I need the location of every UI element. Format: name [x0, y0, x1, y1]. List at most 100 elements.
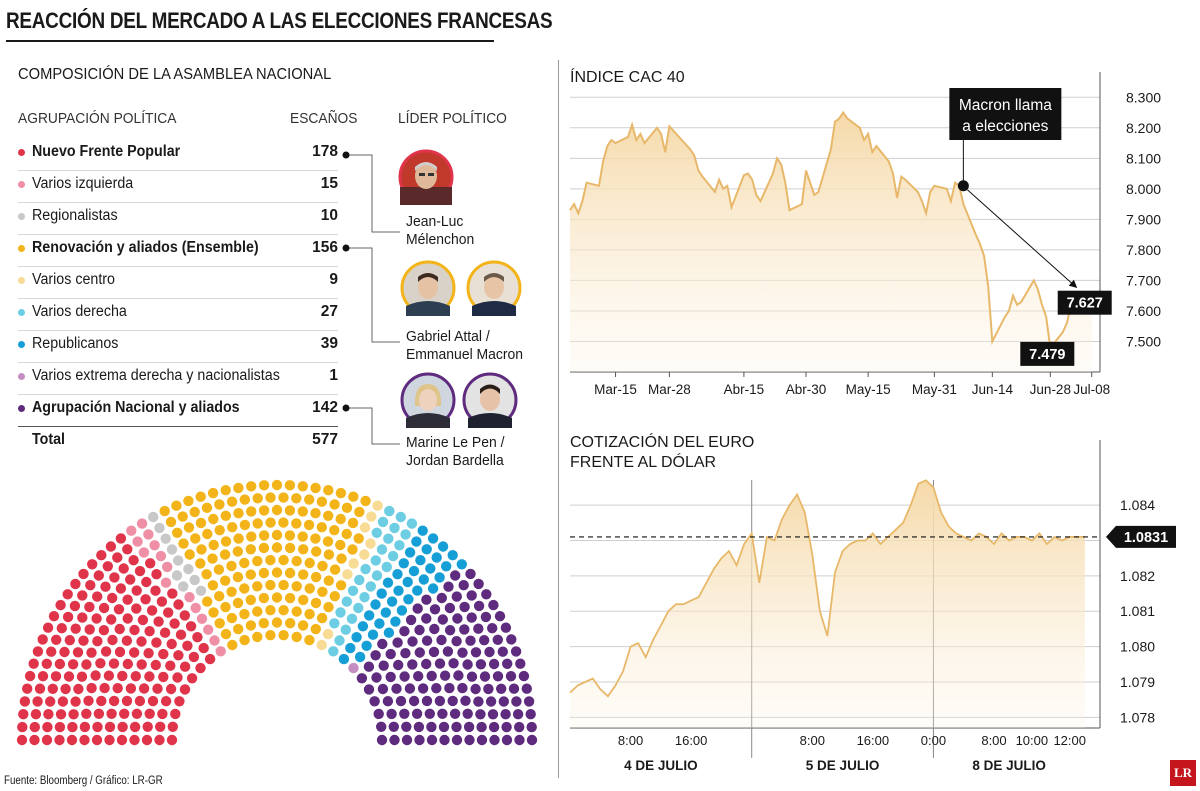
seat-dot	[158, 671, 169, 683]
seat-dot	[159, 505, 170, 517]
eurusd-reference-label: 1.0831	[1124, 530, 1168, 546]
seat-dot	[382, 577, 394, 588]
seat-dot	[421, 695, 433, 707]
seat-dot	[346, 613, 358, 624]
seat-dot	[150, 659, 161, 671]
seat-dot	[114, 646, 126, 658]
seat-dot	[98, 602, 110, 614]
seat-dot	[291, 493, 302, 504]
seat-dot	[479, 671, 491, 682]
seat-dot	[395, 511, 406, 523]
seat-dot	[297, 531, 308, 542]
seat-dot	[377, 683, 389, 695]
seat-dot	[112, 683, 123, 694]
seat-dot	[16, 734, 28, 746]
seat-dot	[154, 734, 165, 746]
seat-dot	[488, 721, 500, 733]
seat-dot	[207, 580, 219, 591]
seat-dot	[149, 540, 160, 551]
seat-dot	[322, 536, 334, 547]
seat-dot	[252, 518, 263, 529]
cac40-x-tick: Mar-15	[594, 382, 637, 397]
seat-dot	[163, 607, 174, 618]
seat-dot	[271, 479, 283, 491]
seat-dot	[297, 481, 308, 492]
seat-dot	[310, 508, 321, 519]
eurusd-time-tick: 10:00	[1016, 733, 1049, 748]
seat-dot	[367, 629, 379, 640]
seat-dot	[508, 683, 520, 694]
cac40-x-tick: Jun-28	[1030, 382, 1071, 397]
seat-dot	[18, 709, 29, 720]
seat-dot	[526, 734, 538, 746]
seat-dot	[252, 631, 263, 643]
seat-dot	[258, 480, 270, 491]
cac40-last-label-box	[1057, 290, 1112, 315]
col-head-seats: ESCAÑOS	[290, 110, 358, 127]
seat-dot	[157, 708, 168, 720]
seat-dot	[76, 671, 88, 682]
seat-dot	[85, 580, 96, 591]
seat-dot	[391, 683, 402, 694]
seat-dot	[113, 604, 125, 615]
seat-dot	[129, 624, 140, 636]
seat-dot	[190, 602, 201, 614]
seat-dot	[160, 577, 172, 588]
seat-dot	[84, 624, 95, 635]
seat-dot	[143, 648, 154, 659]
seat-dot	[304, 634, 315, 646]
total-seats: 577	[312, 431, 338, 448]
party-seats: 9	[329, 271, 338, 288]
seat-dot	[336, 553, 347, 564]
seat-dot	[95, 658, 106, 669]
cac40-x-tick: Mar-28	[648, 382, 691, 397]
seat-dot	[484, 646, 495, 658]
seat-dot	[92, 591, 103, 602]
seat-dot	[208, 539, 219, 551]
seat-dot	[385, 648, 396, 660]
total-label: Total	[32, 431, 66, 448]
seat-dot	[177, 511, 188, 522]
seat-dot	[233, 482, 244, 494]
seat-dot	[179, 610, 190, 621]
seat-dot	[265, 554, 276, 566]
party-row: Renovación y aliados (Ensemble) 156	[18, 234, 338, 264]
seat-dot	[245, 569, 256, 580]
seat-dot	[451, 591, 462, 602]
seat-dot	[485, 696, 497, 707]
seat-dot	[226, 612, 238, 624]
seat-dot	[441, 561, 452, 572]
seat-dot	[428, 646, 440, 658]
seat-dot	[196, 544, 207, 555]
party-seats: 156	[312, 239, 338, 256]
seat-dot	[411, 536, 422, 547]
seat-dot	[465, 568, 476, 580]
seat-dot	[160, 696, 172, 707]
seat-dot	[128, 555, 139, 566]
eurusd-y-tick: 1.084	[1120, 497, 1155, 513]
seat-dot	[351, 632, 362, 643]
seat-dot	[278, 517, 289, 528]
eurusd-title-line2: FRENTE AL DÓLAR	[570, 452, 716, 471]
seat-dot	[364, 610, 375, 621]
row-divider	[18, 298, 338, 299]
party-row: Republicanos 39	[18, 330, 338, 360]
seat-dot	[172, 527, 183, 538]
seat-dot	[265, 492, 276, 503]
seat-dot	[291, 631, 302, 643]
seat-dot	[498, 696, 509, 707]
seat-dot	[148, 511, 159, 523]
seat-dot	[114, 623, 125, 635]
seat-dot	[232, 597, 244, 609]
seat-dot	[142, 721, 153, 732]
seat-dot	[412, 603, 423, 614]
party-color-dot	[18, 181, 25, 188]
seat-dot	[155, 550, 167, 562]
seat-dot	[417, 525, 428, 536]
seat-dot	[59, 646, 70, 658]
eurusd-day-label: 4 DE JULIO	[624, 758, 698, 773]
seat-dot	[458, 580, 469, 591]
seat-dot	[129, 647, 140, 658]
seat-dot	[444, 602, 456, 614]
seat-dot	[501, 721, 512, 733]
